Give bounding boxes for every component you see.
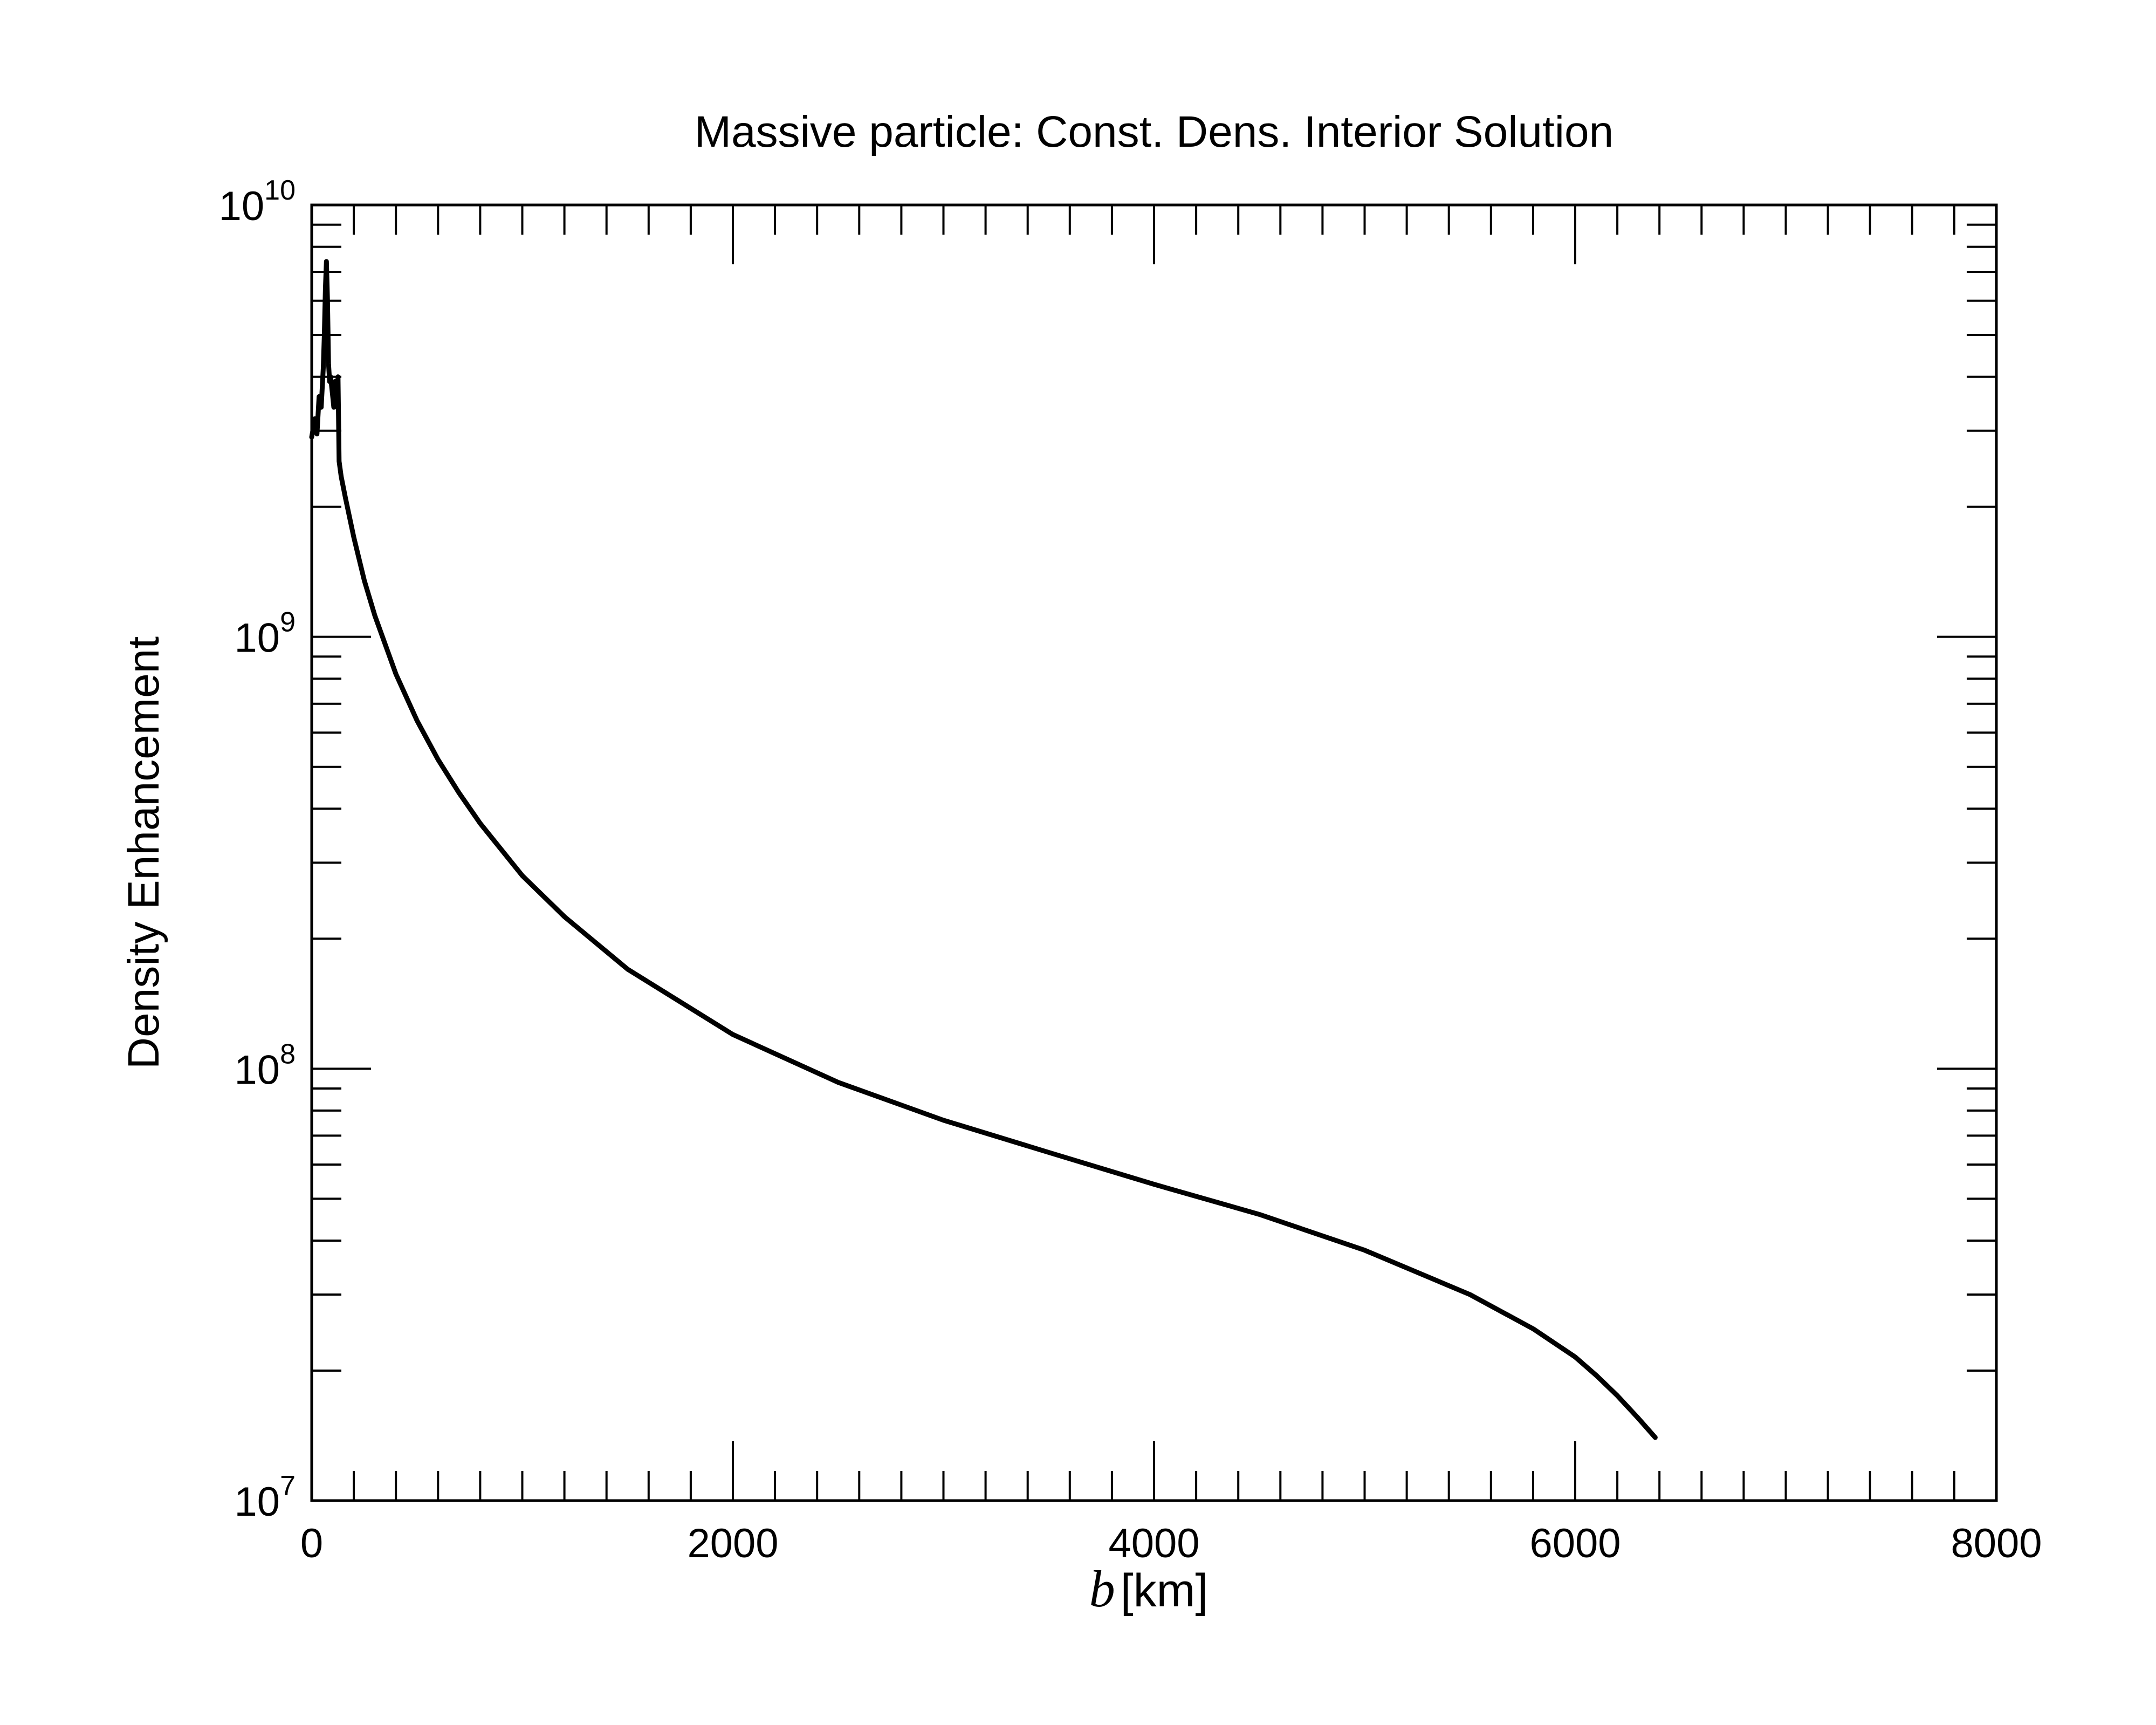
y-tick-label: 109 — [235, 607, 296, 661]
series-line — [309, 259, 1658, 1440]
y-tick-base: 10 — [235, 1479, 280, 1525]
x-tick-label: 6000 — [1529, 1521, 1621, 1566]
y-tick-exponent: 7 — [280, 1470, 296, 1502]
y-tick-base: 10 — [219, 183, 265, 229]
y-tick-exponent: 9 — [280, 607, 296, 638]
x-tick-label: 2000 — [687, 1521, 778, 1566]
y-tick-label: 1010 — [219, 175, 296, 229]
y-tick-exponent: 10 — [264, 175, 296, 206]
y-tick-base: 10 — [235, 615, 280, 661]
y-tick-exponent: 8 — [280, 1038, 296, 1070]
y-tick-label: 108 — [235, 1038, 296, 1093]
chart-title: Massive particle: Const. Dens. Interior … — [695, 107, 1614, 156]
x-tick-label: 4000 — [1108, 1521, 1199, 1566]
y-tick-base: 10 — [235, 1047, 280, 1093]
plot-frame — [310, 203, 1998, 1502]
x-tick-label: 8000 — [1951, 1521, 2042, 1566]
x-tick-label: 0 — [300, 1521, 323, 1566]
x-axis-symbol: b — [1089, 1560, 1115, 1618]
y-tick-label: 107 — [235, 1470, 296, 1525]
y-axis-label: Density Enhancement — [119, 636, 168, 1069]
x-axis-label: b [km] — [1089, 1560, 1208, 1618]
x-axis-unit: [km] — [1121, 1565, 1208, 1617]
